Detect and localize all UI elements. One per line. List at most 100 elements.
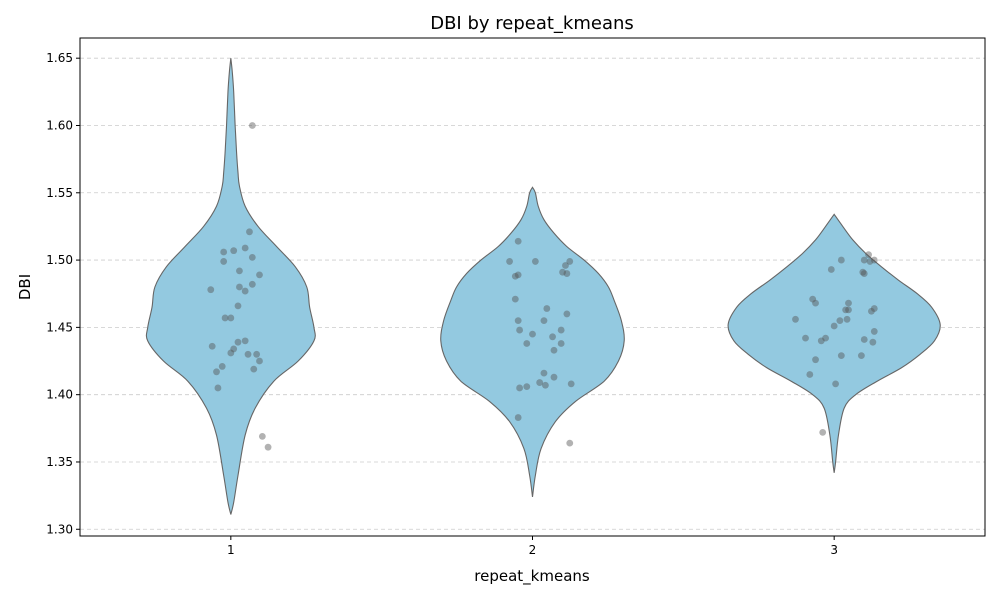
data-point xyxy=(827,266,835,273)
data-point xyxy=(236,283,243,291)
violin-3 xyxy=(727,213,941,473)
data-point xyxy=(837,256,845,264)
y-tick-label: 1.40 xyxy=(46,388,73,402)
data-point xyxy=(806,371,814,378)
data-point xyxy=(523,340,531,347)
data-point xyxy=(514,271,522,279)
data-point xyxy=(817,337,825,345)
data-point xyxy=(529,330,536,338)
data-point xyxy=(566,258,574,265)
data-point xyxy=(220,258,228,265)
data-point xyxy=(802,334,809,342)
violins xyxy=(145,58,941,515)
y-tick-label: 1.50 xyxy=(46,253,73,267)
data-point xyxy=(514,237,522,245)
data-point xyxy=(248,122,256,129)
data-point xyxy=(214,384,222,392)
y-axis-title: DBI xyxy=(16,274,34,300)
data-point xyxy=(246,228,253,236)
data-point xyxy=(531,258,539,265)
data-point xyxy=(511,272,519,280)
data-point xyxy=(241,337,249,345)
data-point xyxy=(843,315,851,323)
data-point xyxy=(220,248,228,256)
data-point xyxy=(256,357,263,365)
data-point xyxy=(859,268,867,276)
data-point xyxy=(230,247,238,255)
data-point xyxy=(536,379,544,386)
data-point xyxy=(253,350,261,358)
data-point xyxy=(516,384,524,392)
data-point xyxy=(241,287,249,295)
x-tick-label: 2 xyxy=(529,543,537,557)
data-point xyxy=(836,317,844,325)
x-axis-ticks: 1 2 3 xyxy=(227,536,838,557)
violin-1 xyxy=(145,58,316,515)
data-point xyxy=(866,258,874,265)
data-point xyxy=(540,369,548,377)
data-point xyxy=(230,345,238,353)
data-point xyxy=(541,381,549,389)
data-point xyxy=(208,342,216,350)
data-point xyxy=(865,251,872,259)
data-point xyxy=(557,340,565,347)
data-point xyxy=(822,334,829,342)
data-point xyxy=(819,428,827,436)
data-point xyxy=(870,305,878,312)
data-point xyxy=(567,380,575,388)
data-point xyxy=(549,333,556,341)
data-point xyxy=(860,270,868,277)
x-tick-label: 3 xyxy=(830,543,838,557)
x-axis-title: repeat_kmeans xyxy=(474,567,590,586)
data-point xyxy=(792,315,799,323)
data-point xyxy=(523,383,531,390)
data-point xyxy=(540,317,548,325)
data-point xyxy=(244,350,252,358)
data-point xyxy=(543,305,551,312)
data-point xyxy=(857,352,865,360)
data-point xyxy=(837,352,845,360)
data-point xyxy=(559,268,566,276)
data-point xyxy=(809,295,817,303)
data-point xyxy=(256,271,263,279)
data-point xyxy=(227,349,235,357)
data-point xyxy=(550,373,558,381)
y-tick-label: 1.55 xyxy=(46,186,73,200)
data-point xyxy=(248,253,256,261)
data-point xyxy=(514,317,522,325)
data-point xyxy=(516,326,524,334)
y-tick-label: 1.60 xyxy=(46,118,73,132)
data-point xyxy=(870,328,878,335)
data-point xyxy=(250,365,258,373)
chart-title: DBI by repeat_kmeans xyxy=(430,13,634,34)
data-point xyxy=(812,356,819,364)
y-tick-label: 1.30 xyxy=(46,522,73,536)
data-point xyxy=(842,306,850,314)
violin-2 xyxy=(440,186,625,498)
data-point xyxy=(830,322,838,330)
data-point xyxy=(812,299,819,307)
x-tick-label: 1 xyxy=(227,543,235,557)
data-point xyxy=(234,302,242,310)
data-point xyxy=(234,338,242,346)
data-point xyxy=(207,286,215,294)
data-point xyxy=(227,314,235,322)
data-point xyxy=(213,368,220,376)
y-tick-label: 1.65 xyxy=(46,51,73,65)
data-point xyxy=(221,314,229,322)
data-point xyxy=(506,258,513,265)
data-point xyxy=(218,363,226,370)
y-axis-ticks: 1.30 1.35 1.40 1.45 1.50 1.55 1.60 1.65 xyxy=(46,51,80,536)
data-point xyxy=(845,299,852,307)
data-point xyxy=(566,439,574,447)
data-point xyxy=(869,338,877,346)
data-point xyxy=(870,256,878,264)
jitter-points xyxy=(207,122,878,451)
data-point xyxy=(514,414,522,421)
data-point xyxy=(860,256,868,264)
data-point xyxy=(845,306,852,314)
data-point xyxy=(860,336,868,343)
data-point xyxy=(511,295,519,303)
data-point xyxy=(557,326,565,334)
